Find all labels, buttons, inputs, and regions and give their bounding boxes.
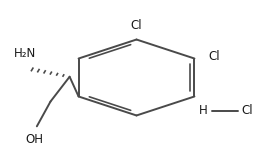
Text: Cl: Cl [131,19,142,32]
Text: OH: OH [25,133,43,146]
Text: Cl: Cl [242,104,253,117]
Text: H: H [199,104,207,117]
Text: H₂N: H₂N [13,47,36,60]
Text: Cl: Cl [208,51,220,63]
